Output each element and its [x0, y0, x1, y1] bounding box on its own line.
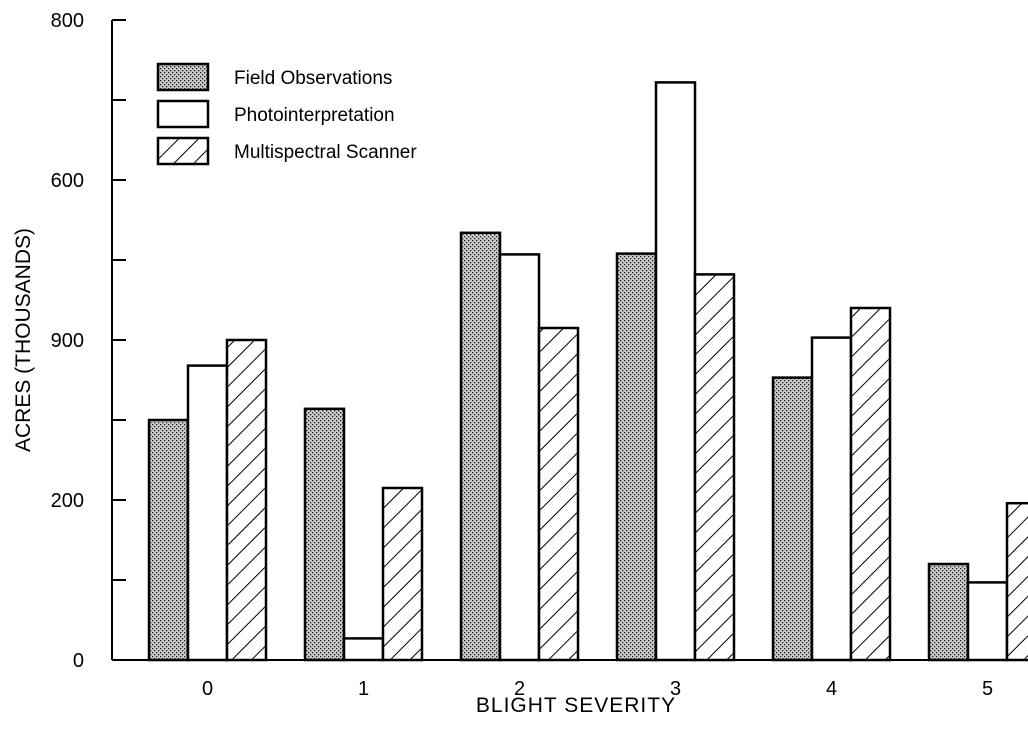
bar-open-5 [966, 581, 1009, 662]
bar-stipple-1 [303, 407, 346, 662]
bar-stipple-2 [459, 231, 502, 662]
legend-label: Multispectral Scanner [234, 142, 417, 163]
bar-open-0 [186, 364, 229, 662]
y-tick-label: 900 [51, 330, 84, 352]
bar-open-2 [498, 253, 541, 662]
x-tick-label: 0 [202, 678, 213, 700]
bar-hatch-1 [381, 486, 424, 662]
bar-open-1 [342, 637, 385, 662]
x-axis-tick-labels: 0 1 2 3 4 5 [202, 678, 993, 700]
y-tick-label: 800 [51, 10, 84, 32]
y-tick-label: 0 [73, 650, 84, 672]
bar-groups [147, 81, 1028, 662]
legend-swatch-hatch [156, 136, 210, 166]
x-tick-label: 1 [358, 678, 369, 700]
legend: Field Observations Photointerpretation Mul… [156, 62, 417, 166]
bar-stipple-3 [615, 252, 658, 662]
y-tick-label: 600 [51, 170, 84, 192]
x-tick-label: 2 [514, 678, 525, 700]
legend-swatch-stipple [156, 62, 210, 92]
legend-label: Photointerpretation [234, 105, 395, 126]
x-tick-label: 5 [982, 678, 993, 700]
x-axis-label: BLIGHT SEVERITY [476, 694, 676, 717]
bar-stipple-5 [927, 562, 970, 662]
x-tick-label: 4 [826, 678, 837, 700]
bar-stipple-0 [147, 418, 190, 662]
x-tick-label: 3 [670, 678, 681, 700]
bar-hatch-4 [849, 306, 892, 662]
bar-stipple-4 [771, 376, 814, 662]
bar-hatch-2 [537, 326, 580, 662]
legend-label: Field Observations [234, 68, 392, 89]
bar-open-4 [810, 336, 853, 662]
bar-hatch-3 [693, 273, 736, 662]
bar-hatch-5 [1005, 501, 1028, 662]
y-axis-ticks: 0 200 900 600 800 [51, 10, 126, 672]
legend-swatch-open [156, 99, 210, 129]
bar-hatch-0 [225, 338, 268, 662]
y-axis-label: ACRES (THOUSANDS) [12, 228, 35, 452]
y-tick-label: 200 [51, 490, 84, 512]
bar-open-3 [654, 81, 697, 662]
